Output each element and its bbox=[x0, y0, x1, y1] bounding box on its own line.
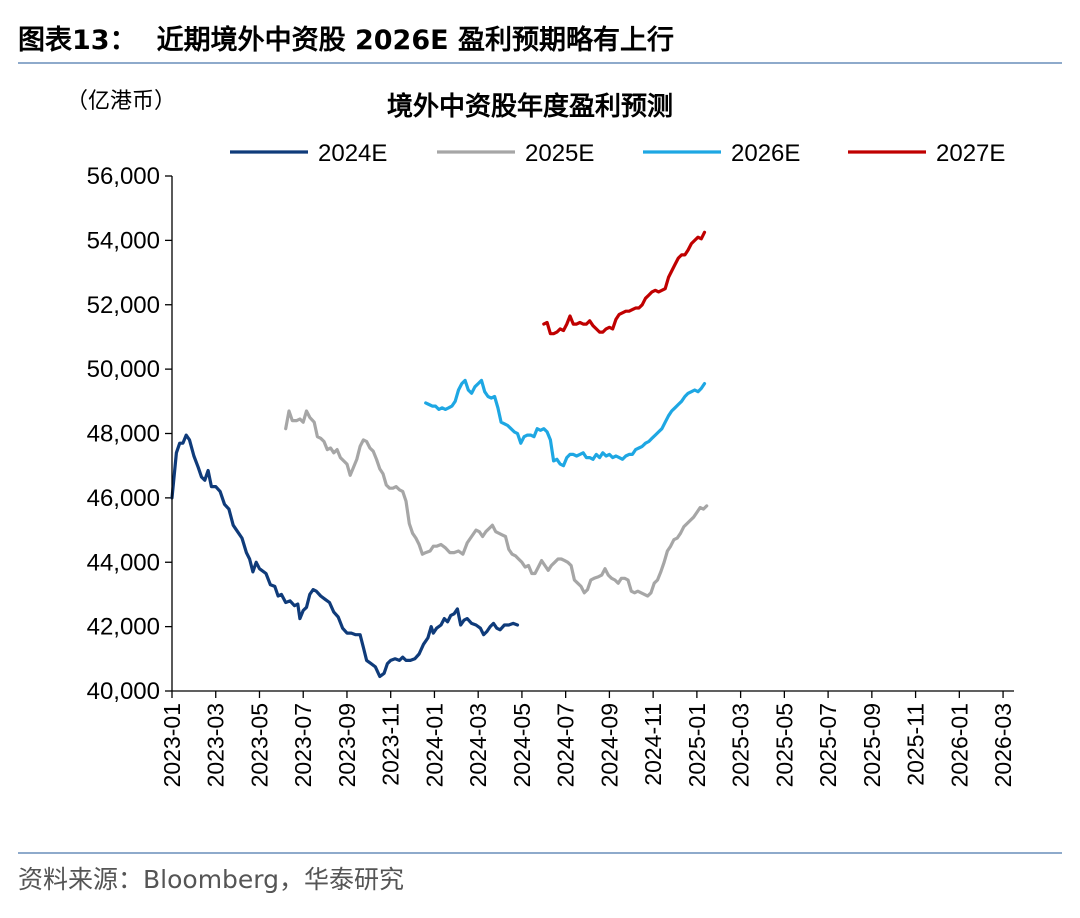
x-tick-label: 2025-11 bbox=[903, 703, 929, 786]
legend: 2024E 2025E 2026E 2027E bbox=[230, 140, 1005, 167]
y-tick-label: 56,000 bbox=[87, 163, 160, 190]
x-tick-label: 2025-01 bbox=[684, 703, 710, 787]
x-tick-label: 2024-11 bbox=[640, 703, 666, 786]
y-tick-label: 52,000 bbox=[87, 292, 160, 319]
x-tick-label: 2024-07 bbox=[553, 703, 579, 787]
y-tick-label: 40,000 bbox=[87, 678, 160, 705]
figure-heading: 近期境外中资股 2026E 盈利预期略有上行 bbox=[156, 25, 674, 56]
unit-label: （亿港币） bbox=[66, 89, 176, 114]
series-line-2027e bbox=[542, 230, 707, 336]
x-tick-label: 2023-01 bbox=[159, 703, 185, 787]
x-axis: 2023-01 2023-03 2023-05 2023-07 2023-09 2023-… bbox=[159, 691, 1016, 787]
x-tick-label: 2024-05 bbox=[509, 703, 535, 787]
x-tick-label: 2024-09 bbox=[596, 703, 622, 787]
x-tick-label: 2025-07 bbox=[815, 703, 841, 787]
y-tick-label: 46,000 bbox=[87, 485, 160, 512]
figure-label: 图表13： bbox=[18, 25, 137, 56]
figure-title: 图表13： 近期境外中资股 2026E 盈利预期略有上行 bbox=[18, 18, 674, 57]
series-line-2025e bbox=[284, 409, 709, 598]
line-chart: （亿港币） 境外中资股年度盈利预测 2024E 2025E 2026E 2027E 4… bbox=[66, 89, 1016, 787]
series-group bbox=[170, 230, 709, 679]
chart-title: 境外中资股年度盈利预测 bbox=[387, 91, 673, 122]
bottom-divider bbox=[18, 852, 1062, 854]
legend-label-2024e: 2024E bbox=[318, 140, 387, 167]
x-tick-label: 2026-03 bbox=[990, 703, 1016, 787]
x-tick-label: 2024-03 bbox=[465, 703, 491, 787]
x-tick-label: 2023-11 bbox=[378, 703, 404, 786]
y-tick-label: 44,000 bbox=[87, 549, 160, 576]
legend-label-2025e: 2025E bbox=[525, 140, 594, 167]
x-tick-label: 2025-03 bbox=[728, 703, 754, 787]
x-tick-label: 2023-07 bbox=[290, 703, 316, 787]
x-tick-label: 2025-05 bbox=[771, 703, 797, 787]
series-line-2026e bbox=[424, 378, 707, 468]
top-divider bbox=[18, 62, 1062, 64]
y-axis: 40,000 42,000 44,000 46,000 48,000 50,000 52,0… bbox=[87, 163, 172, 705]
y-tick-label: 48,000 bbox=[87, 421, 160, 448]
y-tick-label: 42,000 bbox=[87, 614, 160, 641]
x-tick-label: 2025-09 bbox=[859, 703, 885, 787]
x-tick-label: 2026-01 bbox=[946, 703, 972, 787]
x-tick-label: 2023-03 bbox=[203, 703, 229, 787]
y-tick-label: 50,000 bbox=[87, 356, 160, 383]
legend-label-2027e: 2027E bbox=[936, 140, 1005, 167]
legend-label-2026e: 2026E bbox=[731, 140, 800, 167]
series-line-2024e bbox=[170, 433, 520, 679]
x-tick-label: 2023-05 bbox=[246, 703, 272, 787]
x-tick-label: 2024-01 bbox=[421, 703, 447, 787]
y-tick-label: 54,000 bbox=[87, 227, 160, 254]
x-tick-label: 2023-09 bbox=[334, 703, 360, 787]
source-note: 资料来源：Bloomberg，华泰研究 bbox=[18, 865, 404, 894]
